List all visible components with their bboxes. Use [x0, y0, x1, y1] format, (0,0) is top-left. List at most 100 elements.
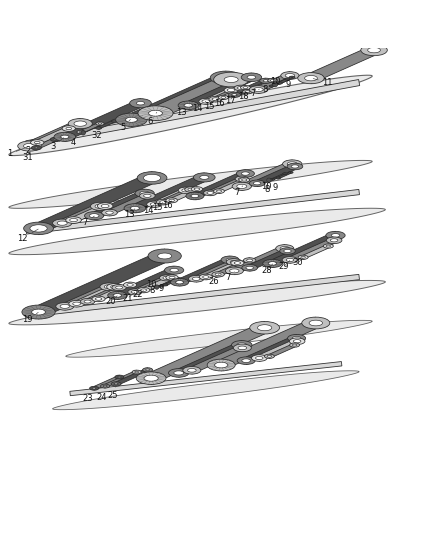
Polygon shape — [269, 343, 295, 358]
Ellipse shape — [165, 266, 184, 274]
Polygon shape — [155, 72, 231, 120]
Ellipse shape — [108, 292, 127, 300]
Ellipse shape — [237, 86, 244, 90]
Ellipse shape — [111, 120, 117, 122]
Ellipse shape — [242, 264, 258, 271]
Ellipse shape — [289, 76, 295, 78]
Ellipse shape — [290, 338, 305, 344]
Text: 14: 14 — [143, 205, 154, 215]
Polygon shape — [9, 208, 385, 255]
Ellipse shape — [219, 95, 228, 100]
Ellipse shape — [148, 249, 181, 263]
Ellipse shape — [246, 266, 254, 269]
Ellipse shape — [226, 258, 234, 262]
Ellipse shape — [191, 195, 199, 198]
Polygon shape — [37, 126, 69, 146]
Ellipse shape — [207, 359, 235, 371]
Text: 9: 9 — [281, 80, 291, 89]
Ellipse shape — [247, 259, 253, 262]
Ellipse shape — [24, 143, 36, 149]
Ellipse shape — [135, 189, 154, 197]
Ellipse shape — [186, 192, 204, 200]
Polygon shape — [88, 285, 119, 304]
Ellipse shape — [60, 304, 70, 308]
Ellipse shape — [283, 173, 287, 175]
Ellipse shape — [232, 94, 237, 96]
Ellipse shape — [188, 188, 194, 191]
Polygon shape — [135, 173, 204, 213]
Ellipse shape — [35, 141, 40, 144]
Ellipse shape — [215, 273, 221, 276]
Ellipse shape — [141, 289, 147, 292]
Circle shape — [272, 82, 278, 87]
Ellipse shape — [140, 192, 155, 199]
Ellipse shape — [92, 387, 96, 389]
Polygon shape — [180, 256, 230, 286]
Ellipse shape — [66, 217, 81, 223]
Ellipse shape — [284, 249, 291, 253]
Ellipse shape — [290, 343, 300, 347]
Polygon shape — [290, 237, 334, 263]
Ellipse shape — [260, 78, 272, 83]
Text: 5: 5 — [120, 119, 131, 132]
Polygon shape — [26, 79, 360, 147]
Ellipse shape — [227, 88, 235, 92]
Text: 22: 22 — [133, 290, 144, 300]
Ellipse shape — [174, 371, 184, 375]
Ellipse shape — [232, 182, 251, 190]
Ellipse shape — [158, 285, 162, 287]
Ellipse shape — [287, 162, 297, 166]
Ellipse shape — [231, 260, 244, 266]
Ellipse shape — [367, 47, 381, 53]
Ellipse shape — [131, 206, 139, 210]
Ellipse shape — [276, 82, 283, 84]
Ellipse shape — [292, 344, 297, 346]
Ellipse shape — [230, 269, 239, 273]
Polygon shape — [30, 118, 80, 151]
Text: 16: 16 — [162, 201, 173, 209]
Ellipse shape — [172, 279, 177, 281]
Ellipse shape — [280, 248, 295, 254]
Text: 7: 7 — [234, 186, 243, 197]
Text: 3: 3 — [50, 138, 64, 151]
Ellipse shape — [235, 176, 248, 182]
Ellipse shape — [50, 138, 60, 141]
Text: 13: 13 — [124, 209, 135, 219]
Ellipse shape — [145, 369, 150, 371]
Ellipse shape — [144, 375, 158, 381]
Circle shape — [267, 178, 271, 182]
Ellipse shape — [263, 80, 268, 82]
Ellipse shape — [95, 127, 102, 130]
Ellipse shape — [24, 222, 53, 235]
Polygon shape — [154, 187, 186, 207]
Ellipse shape — [238, 346, 247, 350]
Ellipse shape — [54, 132, 76, 141]
Ellipse shape — [242, 179, 247, 181]
Ellipse shape — [240, 85, 251, 90]
Ellipse shape — [79, 131, 83, 133]
Ellipse shape — [56, 303, 74, 310]
Ellipse shape — [234, 85, 247, 91]
Ellipse shape — [232, 341, 252, 349]
Ellipse shape — [330, 239, 338, 242]
Text: 20: 20 — [105, 296, 117, 306]
Polygon shape — [218, 258, 250, 277]
Ellipse shape — [233, 344, 251, 352]
Ellipse shape — [285, 74, 295, 77]
Ellipse shape — [182, 189, 190, 192]
Text: 30: 30 — [293, 258, 303, 268]
Ellipse shape — [84, 300, 91, 303]
Ellipse shape — [115, 375, 124, 379]
Polygon shape — [99, 120, 114, 130]
Polygon shape — [66, 320, 372, 357]
Ellipse shape — [212, 98, 219, 101]
Text: 31: 31 — [22, 149, 35, 163]
Ellipse shape — [156, 199, 170, 205]
Polygon shape — [234, 245, 285, 274]
Ellipse shape — [192, 277, 200, 280]
Ellipse shape — [128, 289, 142, 295]
Text: 13: 13 — [177, 105, 189, 117]
Text: 19: 19 — [22, 312, 38, 325]
Polygon shape — [195, 170, 245, 200]
Ellipse shape — [147, 201, 162, 207]
